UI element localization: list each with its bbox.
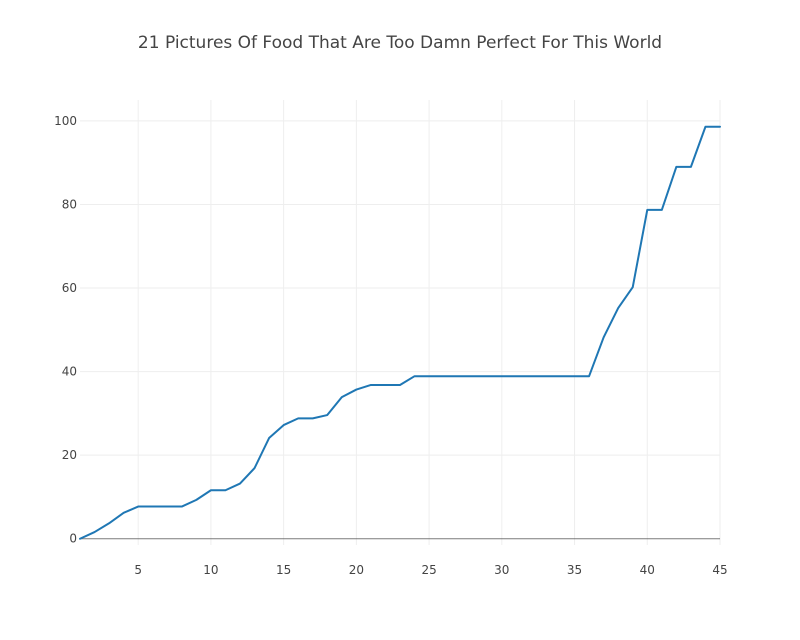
x-tick-label: 30 [494,563,509,577]
x-axis-ticks: 5 10 15 20 25 30 35 40 45 [134,563,727,577]
gridlines [80,100,721,545]
y-tick-label: 100 [54,114,77,128]
x-tick-label: 5 [134,563,142,577]
x-tick-label: 40 [640,563,655,577]
series-layer [79,125,721,540]
chart-title: 21 Pictures Of Food That Are Too Damn Pe… [137,33,663,53]
x-tick-label: 45 [712,563,727,577]
x-tick-label: 10 [203,563,218,577]
series-line [79,125,721,540]
x-tick-label: 35 [567,563,582,577]
x-tick-label: 25 [421,563,436,577]
x-tick-label: 15 [276,563,291,577]
y-tick-label: 60 [62,281,77,295]
y-tick-label: 0 [69,532,77,546]
y-axis-ticks: 0 20 40 60 80 100 [54,114,77,546]
y-tick-label: 40 [62,365,77,379]
y-tick-label: 20 [62,448,77,462]
y-tick-label: 80 [62,197,77,211]
x-tick-label: 20 [349,563,364,577]
